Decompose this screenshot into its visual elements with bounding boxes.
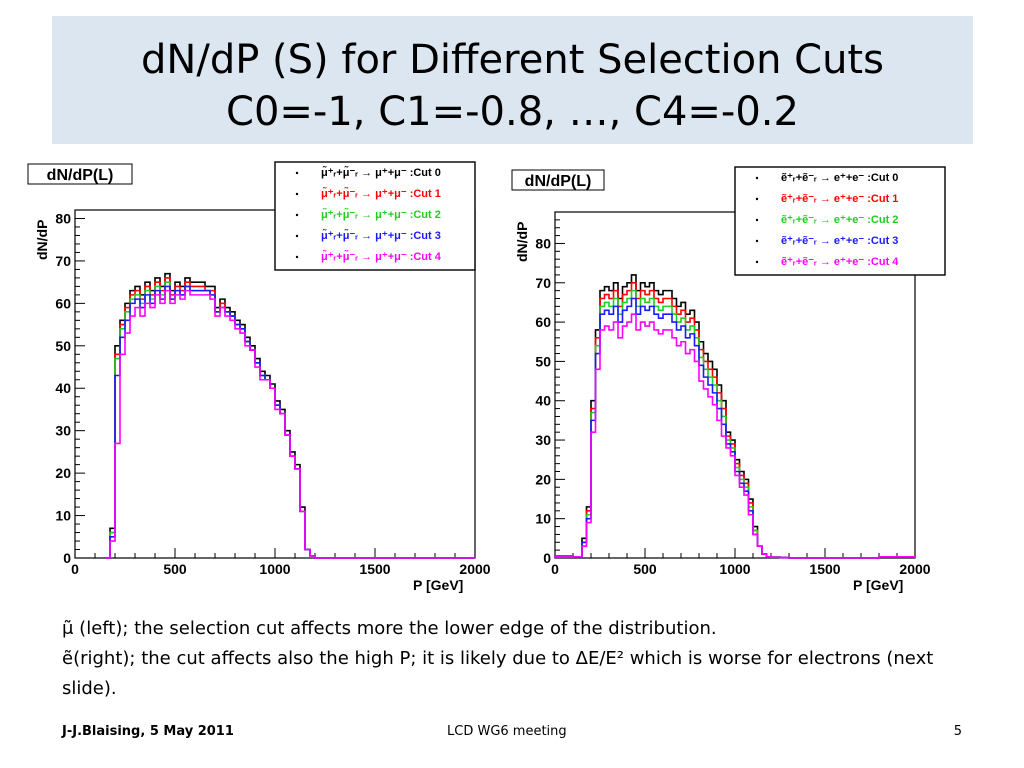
legend-box bbox=[274, 161, 476, 271]
x-tick-label: 2000 bbox=[899, 561, 930, 577]
x-tick-label: 1000 bbox=[719, 561, 750, 577]
series-cut-0 bbox=[105, 272, 475, 559]
right-histogram-chart: 0 500 1000 1500 2000 0 10 20 30 40 50 60 70 80 P [GeV]… bbox=[511, 166, 946, 593]
y-tick-label: 0 bbox=[543, 550, 551, 566]
y-tick-label: 20 bbox=[55, 465, 71, 481]
legend-entry-cut-4: ẽ⁺ᵣ+ẽ⁻ᵣ → e⁺+e⁻ :Cut 4 bbox=[781, 256, 899, 268]
y-tick-label: 40 bbox=[535, 393, 551, 409]
y-tick-label: 70 bbox=[55, 253, 71, 269]
y-axis-title: dN/dP bbox=[514, 222, 530, 262]
y-tick-label: 60 bbox=[535, 314, 551, 330]
y-tick-label: 30 bbox=[535, 432, 551, 448]
legend-entry-cut-2: ẽ⁺ᵣ+ẽ⁻ᵣ → e⁺+e⁻ :Cut 2 bbox=[781, 214, 898, 226]
left-histogram-chart: 0 500 1000 1500 2000 0 10 20 30 40 50 60 70 80 P [GeV]… bbox=[27, 161, 491, 593]
legend-entry-cut-4: μ̃⁺ᵣ+μ̃⁻ᵣ → μ⁺+μ⁻ :Cut 4 bbox=[321, 250, 442, 263]
legend-entry-cut-3: μ̃⁺ᵣ+μ̃⁻ᵣ → μ⁺+μ⁻ :Cut 3 bbox=[321, 229, 441, 242]
legend-marker bbox=[295, 192, 299, 196]
series-cut-2 bbox=[105, 281, 475, 559]
y-tick-label: 30 bbox=[55, 423, 71, 439]
x-tick-label: 1500 bbox=[359, 561, 390, 577]
legend-box bbox=[734, 166, 946, 276]
y-tick-label: 70 bbox=[535, 275, 551, 291]
note-muon: μ̃ (left); the selection cut affects mor… bbox=[62, 618, 717, 639]
legend-marker bbox=[295, 234, 299, 238]
series-cut-4 bbox=[105, 289, 475, 559]
y-axis-title: dN/dP bbox=[34, 220, 50, 260]
series-cut-1 bbox=[105, 277, 475, 559]
note-electron: ẽ(right); the cut affects also the high … bbox=[62, 648, 934, 699]
y-tick-label: 10 bbox=[535, 511, 551, 527]
series-cut-3 bbox=[105, 285, 475, 559]
footer-page-number: 5 bbox=[953, 724, 962, 739]
legend-entry-cut-0: ẽ⁺ᵣ+ẽ⁻ᵣ → e⁺+e⁻ :Cut 0 bbox=[781, 172, 898, 184]
y-tick-label: 10 bbox=[55, 508, 71, 524]
slide-subtitle: C0=-1, C1=-0.8, …, C4=-0.2 bbox=[226, 89, 799, 135]
histogram-title-box bbox=[27, 163, 133, 185]
legend-marker bbox=[295, 213, 299, 217]
y-tick-label: 80 bbox=[535, 235, 551, 251]
legend-entry-cut-1: μ̃⁺ᵣ+μ̃⁻ᵣ → μ⁺+μ⁻ :Cut 1 bbox=[321, 187, 441, 200]
histogram-title-box bbox=[511, 169, 605, 191]
x-tick-label: 500 bbox=[163, 561, 187, 577]
legend-marker bbox=[755, 218, 759, 222]
legend-entry-cut-2: μ̃⁺ᵣ+μ̃⁻ᵣ → μ⁺+μ⁻ :Cut 2 bbox=[321, 208, 441, 221]
legend-entry-cut-0: μ̃⁺ᵣ+μ̃⁻ᵣ → μ⁺+μ⁻ :Cut 0 bbox=[321, 166, 441, 179]
slide-title-box: dN/dP (S) for Different Selection Cuts C… bbox=[52, 16, 973, 144]
y-tick-label: 80 bbox=[55, 210, 71, 226]
footer-author-date: J-J.Blaising, 5 May 2011 bbox=[62, 724, 234, 739]
footer-meeting: LCD WG6 meeting bbox=[447, 724, 567, 739]
y-tick-label: 60 bbox=[55, 295, 71, 311]
x-tick-label: 500 bbox=[633, 561, 657, 577]
legend-marker bbox=[755, 176, 759, 180]
x-axis-title: P [GeV] bbox=[853, 577, 903, 593]
x-tick-label: 0 bbox=[551, 561, 559, 577]
histogram-title: dN/dP(L) bbox=[525, 173, 592, 190]
legend-marker bbox=[295, 171, 299, 175]
series-cut-1 bbox=[554, 281, 916, 559]
right-chart-panel: 0 500 1000 1500 2000 0 10 20 30 40 50 60 70 80 P [GeV]… bbox=[505, 160, 985, 600]
x-tick-label: 2000 bbox=[459, 561, 490, 577]
legend-marker bbox=[755, 197, 759, 201]
legend-marker bbox=[295, 255, 299, 259]
legend-entry-cut-1: ẽ⁺ᵣ+ẽ⁻ᵣ → e⁺+e⁻ :Cut 1 bbox=[781, 193, 898, 205]
series-cut-4 bbox=[554, 313, 916, 559]
series-cut-0 bbox=[554, 274, 916, 559]
y-tick-label: 20 bbox=[535, 471, 551, 487]
histogram-title: dN/dP(L) bbox=[47, 167, 114, 184]
legend-marker bbox=[755, 260, 759, 264]
y-tick-label: 50 bbox=[55, 338, 71, 354]
slide-title: dN/dP (S) for Different Selection Cuts bbox=[141, 37, 884, 83]
legend-marker bbox=[755, 239, 759, 243]
x-tick-label: 1000 bbox=[259, 561, 290, 577]
x-tick-label: 0 bbox=[71, 561, 79, 577]
legend-entry-cut-3: ẽ⁺ᵣ+ẽ⁻ᵣ → e⁺+e⁻ :Cut 3 bbox=[781, 235, 898, 247]
y-tick-label: 50 bbox=[535, 353, 551, 369]
x-axis-title: P [GeV] bbox=[413, 577, 463, 593]
slide-notes: μ̃ (left); the selection cut affects mor… bbox=[62, 614, 962, 704]
x-tick-label: 1500 bbox=[809, 561, 840, 577]
y-tick-label: 0 bbox=[63, 550, 71, 566]
series-cut-3 bbox=[554, 297, 916, 559]
y-tick-label: 40 bbox=[55, 380, 71, 396]
left-chart-panel: 0 500 1000 1500 2000 0 10 20 30 40 50 60 70 80 P [GeV]… bbox=[20, 160, 500, 600]
